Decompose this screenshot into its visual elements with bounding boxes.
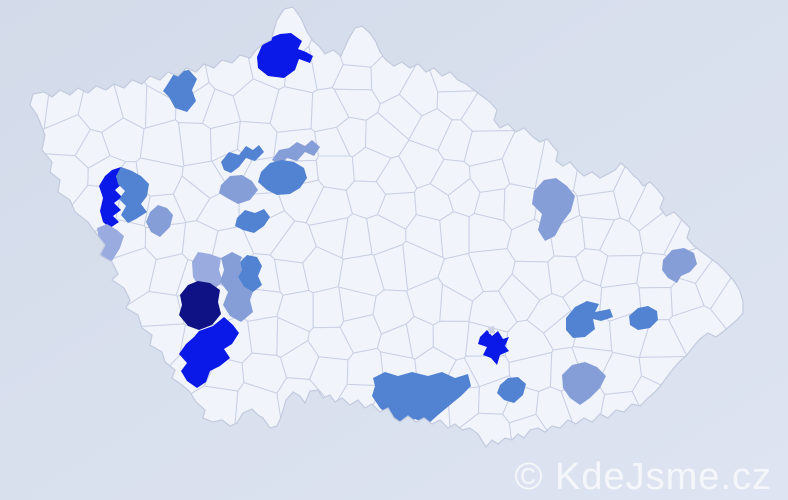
highlighted-region-region-northeast[interactable] — [532, 178, 575, 241]
highlighted-region-region-south-bohemia-5[interactable] — [179, 317, 239, 388]
highlighted-region-region-west-3[interactable] — [146, 205, 173, 237]
district-cell[interactable] — [247, 315, 279, 357]
highlighted-region-region-east-moravia-3[interactable] — [662, 248, 697, 283]
highlighted-region-region-south-moravia-1[interactable] — [372, 372, 471, 426]
district-cell[interactable] — [312, 286, 345, 329]
highlighted-region-region-south-moravia-2[interactable] — [478, 330, 509, 365]
highlighted-region-region-south-moravia-5[interactable] — [562, 362, 606, 405]
highlighted-region-region-south-bohemia-1[interactable] — [192, 252, 223, 289]
highlighted-region-region-east-moravia-2[interactable] — [629, 306, 658, 330]
highlighted-region-region-central-3[interactable] — [258, 160, 307, 195]
country-outline — [29, 6, 744, 449]
highlighted-region-region-south-bohemia-2[interactable] — [220, 252, 253, 322]
highlighted-region-region-central-5[interactable] — [235, 209, 270, 233]
highlighted-region-region-south-bohemia-3[interactable] — [238, 255, 262, 292]
highlighted-region-region-east-moravia-1[interactable] — [566, 301, 613, 338]
highlighted-region-region-north-bohemia[interactable] — [257, 33, 313, 78]
highlighted-region-region-west-2[interactable] — [116, 167, 149, 223]
highlighted-regions — [94, 33, 697, 426]
highlighted-region-region-central-4[interactable] — [219, 175, 258, 204]
district-cell[interactable] — [439, 211, 470, 260]
highlighted-region-region-northwest[interactable] — [163, 70, 197, 112]
watermark: © KdeJsme.cz — [514, 456, 772, 498]
district-cell[interactable] — [576, 190, 621, 221]
highlighted-region-region-south-moravia-3[interactable] — [488, 326, 495, 334]
highlighted-region-region-south-moravia-4[interactable] — [497, 377, 526, 403]
district-cell[interactable] — [178, 122, 212, 167]
highlighted-region-region-central-2[interactable] — [272, 140, 320, 166]
district-cell[interactable] — [599, 254, 642, 289]
highlighted-region-region-central-1[interactable] — [221, 145, 264, 173]
highlighted-region-region-west-1[interactable] — [99, 167, 123, 228]
highlighted-region-region-south-bohemia-4[interactable] — [179, 281, 221, 330]
